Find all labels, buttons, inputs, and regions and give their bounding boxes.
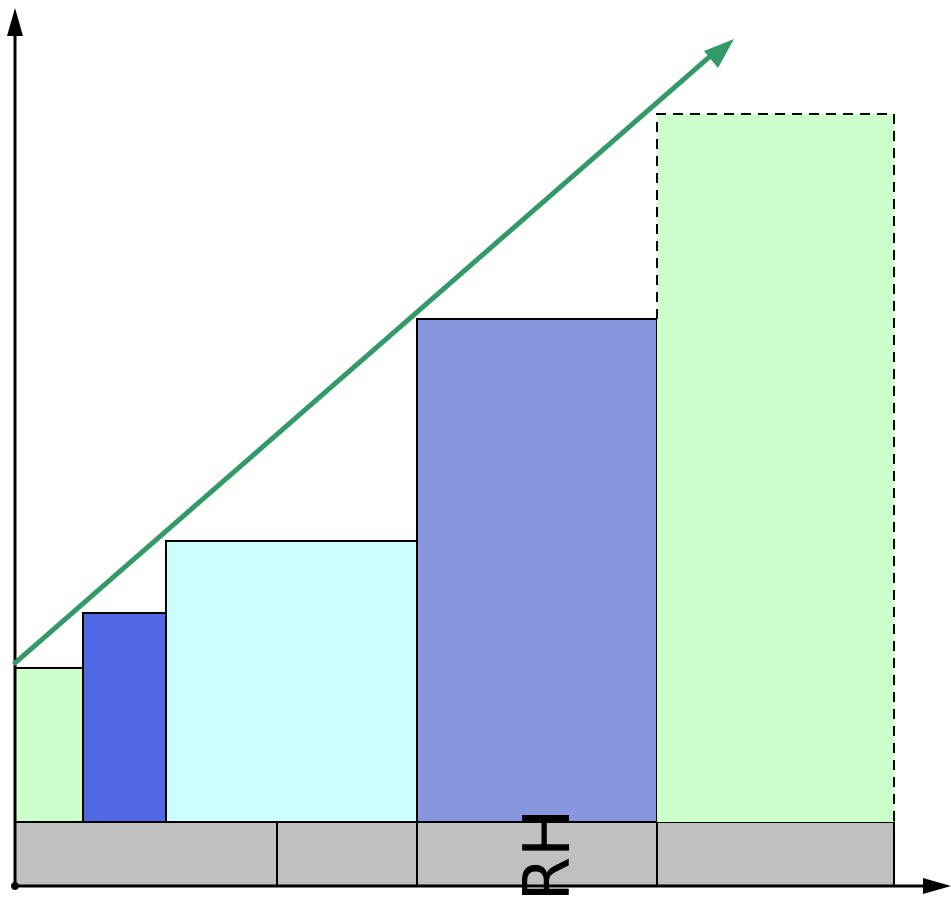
gray-base-row: [14, 821, 895, 887]
y-axis-arrowhead: [7, 8, 23, 36]
base-cell-3: [416, 821, 658, 887]
axes: [7, 8, 951, 894]
trend-arrow-shaft: [12, 49, 718, 666]
origin-dot: [11, 882, 19, 890]
projected-bar-outline: [656, 113, 895, 822]
base-cell-1: [14, 821, 278, 887]
x-axis-arrowhead: [923, 878, 951, 894]
green-trend-arrow: [12, 39, 734, 666]
bar-3: [165, 540, 418, 823]
base-cell-2: [276, 821, 418, 887]
projected-bar-dashed: [656, 113, 895, 822]
rh-label: RH: [511, 809, 585, 902]
trend-arrowhead: [704, 39, 734, 68]
bar-4: [416, 318, 658, 823]
bar-2: [82, 612, 167, 823]
projected-bar-fill: [657, 114, 894, 822]
bar-1: [14, 667, 84, 823]
base-cell-4: [656, 821, 895, 887]
